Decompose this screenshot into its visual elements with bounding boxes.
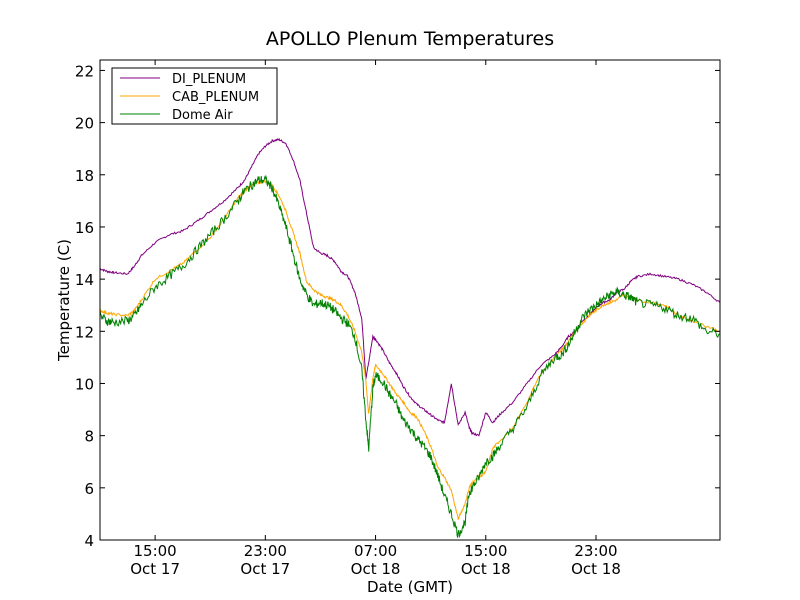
x-tick-label-date: Oct 18 [351,560,401,578]
y-tick-label: 20 [75,115,94,133]
y-tick-label: 18 [75,167,94,185]
y-tick-label: 6 [84,480,94,498]
x-tick-label-time: 23:00 [574,542,617,560]
y-tick-label: 4 [84,532,94,550]
x-tick-label-time: 07:00 [354,542,397,560]
y-axis-label: Temperature (C) [55,239,73,362]
x-tick-label-date: Oct 18 [571,560,621,578]
legend-label-dome-air: Dome Air [172,108,233,123]
plot-area-frame [99,59,721,541]
x-tick-label-date: Oct 17 [130,560,180,578]
y-tick-label: 12 [75,323,94,341]
y-tick-label: 8 [84,428,94,446]
legend: DI_PLENUM CAB_PLENUM Dome Air [111,67,278,125]
y-tick-label: 10 [75,375,94,393]
series-line-dome-air [99,174,721,539]
x-tick-label-time: 23:00 [244,542,287,560]
chart-title: APOLLO Plenum Temperatures [266,28,554,50]
series-line-cab-plenum [99,179,721,520]
x-tick-label-time: 15:00 [464,542,507,560]
x-tick-label-date: Oct 18 [461,560,511,578]
x-axis-label: Date (GMT) [367,578,453,596]
series-line-di-plenum [99,137,721,437]
y-tick-label: 22 [75,62,94,80]
x-tick-label-time: 15:00 [133,542,176,560]
legend-label-cab-plenum: CAB_PLENUM [172,90,259,105]
x-tick-label-date: Oct 17 [240,560,290,578]
legend-label-di-plenum: DI_PLENUM [172,72,246,87]
y-tick-label: 16 [75,219,94,237]
y-tick-label: 14 [75,271,94,289]
